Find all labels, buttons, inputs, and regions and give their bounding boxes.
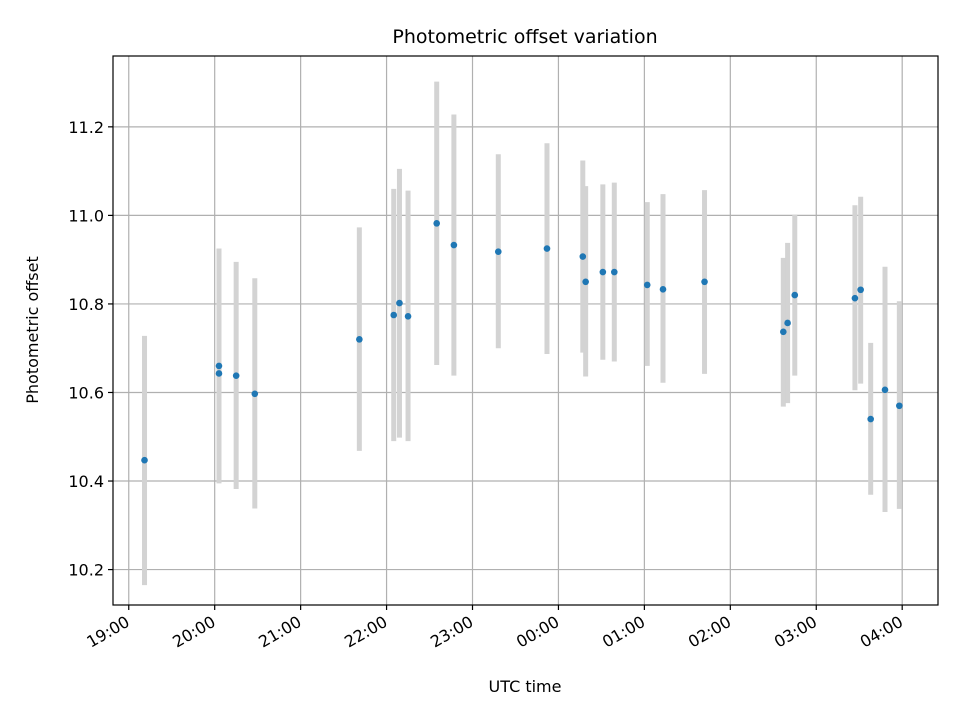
y-tick-label: 10.2: [68, 561, 104, 580]
data-point: [396, 299, 403, 307]
y-tick-label: 11.0: [68, 206, 104, 225]
data-point: [896, 402, 903, 410]
data-point: [701, 278, 708, 286]
data-point: [857, 286, 864, 294]
grid: [113, 56, 938, 605]
y-tick-label: 10.6: [68, 383, 104, 402]
y-axis: 10.2 10.4 10.6 10.8 11.0 11.2: [68, 118, 113, 580]
data-point: [232, 372, 240, 379]
data-point: [579, 253, 587, 260]
chart-title: Photometric offset variation: [392, 26, 657, 48]
data-point: [215, 362, 223, 370]
data-point: [780, 328, 787, 336]
points: [141, 220, 903, 464]
data-point: [390, 311, 398, 319]
data-point: [881, 386, 889, 394]
y-tick-label: 10.4: [68, 472, 104, 491]
data-point: [433, 220, 440, 227]
y-axis-label: Photometric offset: [23, 256, 42, 404]
data-point: [599, 268, 607, 276]
data-point: [215, 370, 223, 377]
data-point: [356, 336, 363, 343]
data-point: [611, 268, 618, 276]
y-tick-label: 11.2: [68, 118, 104, 137]
data-point: [404, 313, 412, 320]
plot-frame: [112, 55, 939, 606]
data-point: [251, 390, 259, 398]
data-point: [867, 415, 874, 423]
data-point: [851, 294, 859, 302]
data-point: [659, 286, 667, 293]
data-point: [784, 319, 791, 327]
data-point: [643, 281, 651, 289]
data-point: [494, 248, 502, 255]
x-axis-label: UTC time: [489, 677, 562, 696]
data-point: [582, 278, 589, 286]
data-point: [543, 245, 551, 252]
data-point: [791, 291, 799, 299]
data-point: [450, 241, 458, 249]
data-point: [141, 456, 148, 464]
y-tick-label: 10.8: [68, 295, 104, 314]
